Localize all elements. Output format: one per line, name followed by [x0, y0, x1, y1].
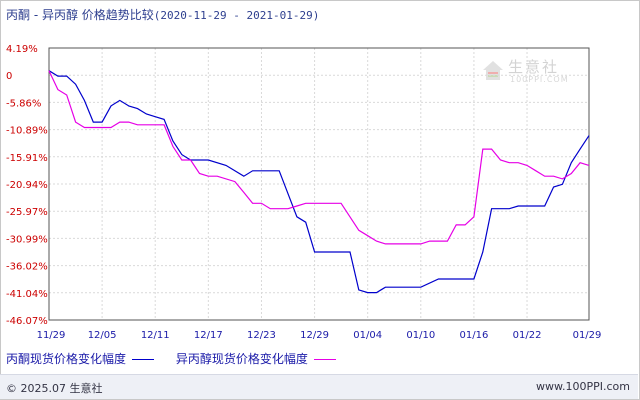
watermark-cn: 生意社	[508, 58, 560, 76]
x-tick-label: 01/22	[513, 330, 542, 341]
legend-swatch-series2	[313, 359, 336, 360]
x-tick-label: 01/16	[460, 330, 489, 341]
series-line-2	[48, 70, 590, 245]
x-tick-label: 11/29	[37, 330, 66, 341]
x-tick-label: 12/05	[88, 330, 117, 341]
y-tick-label: -10.89%	[6, 126, 48, 137]
y-tick-label: 4.19%	[6, 44, 38, 55]
chart-legend: 丙酮现货价格变化幅度 异丙醇现货价格变化幅度	[6, 350, 354, 367]
y-tick-label: -5.86%	[6, 98, 41, 109]
y-tick-label: -41.04%	[6, 289, 48, 300]
series-line-1	[48, 70, 590, 294]
footer-copyright: © 2025.07 生意社	[6, 382, 103, 395]
y-tick-label: 0	[6, 71, 12, 82]
x-tick-label: 01/10	[406, 330, 435, 341]
x-tick-label: 01/04	[353, 330, 382, 341]
chart-grid	[48, 47, 590, 321]
legend-label-series1: 丙酮现货价格变化幅度	[6, 352, 127, 366]
chart-title: 丙酮 - 异丙醇 价格趋势比较(2020-11-29 - 2021-01-29)	[6, 6, 319, 23]
plot-border	[48, 47, 590, 321]
y-tick-label: -36.02%	[6, 262, 48, 273]
legend-item-series2: 异丙醇现货价格变化幅度	[176, 350, 336, 367]
watermark-en: 100PPI.COM	[510, 75, 569, 84]
y-tick-label: -46.07%	[6, 316, 48, 327]
footer-link[interactable]: www.100PPI.com	[536, 380, 630, 393]
chart-series	[48, 70, 590, 294]
y-tick-label: -15.91%	[6, 153, 48, 164]
y-tick-label: -20.94%	[6, 180, 48, 191]
x-tick-label: 01/29	[573, 330, 602, 341]
legend-swatch-series1	[132, 359, 155, 360]
chart-title-name: 丙酮 - 异丙醇 价格趋势比较	[6, 8, 154, 22]
legend-item-series1: 丙酮现货价格变化幅度	[6, 350, 155, 367]
chart-title-range: (2020-11-29 - 2021-01-29)	[153, 9, 320, 22]
x-axis-labels: 11/29 12/05 12/11 12/17 12/23 12/29 01/04 01/10…	[37, 330, 602, 341]
legend-label-series2: 异丙醇现货价格变化幅度	[175, 352, 308, 366]
x-tick-label: 12/11	[141, 330, 170, 341]
y-tick-label: -30.99%	[6, 234, 48, 245]
x-tick-label: 12/23	[247, 330, 276, 341]
x-tick-label: 12/17	[194, 330, 223, 341]
footer-bar: © 2025.07 生意社 www.100PPI.com	[0, 374, 638, 399]
y-axis-labels: 4.19% 0 -5.86% -10.89% -15.91% -20.94% -25.97%…	[6, 44, 48, 327]
y-tick-label: -25.97%	[6, 207, 48, 218]
x-tick-label: 12/29	[300, 330, 329, 341]
